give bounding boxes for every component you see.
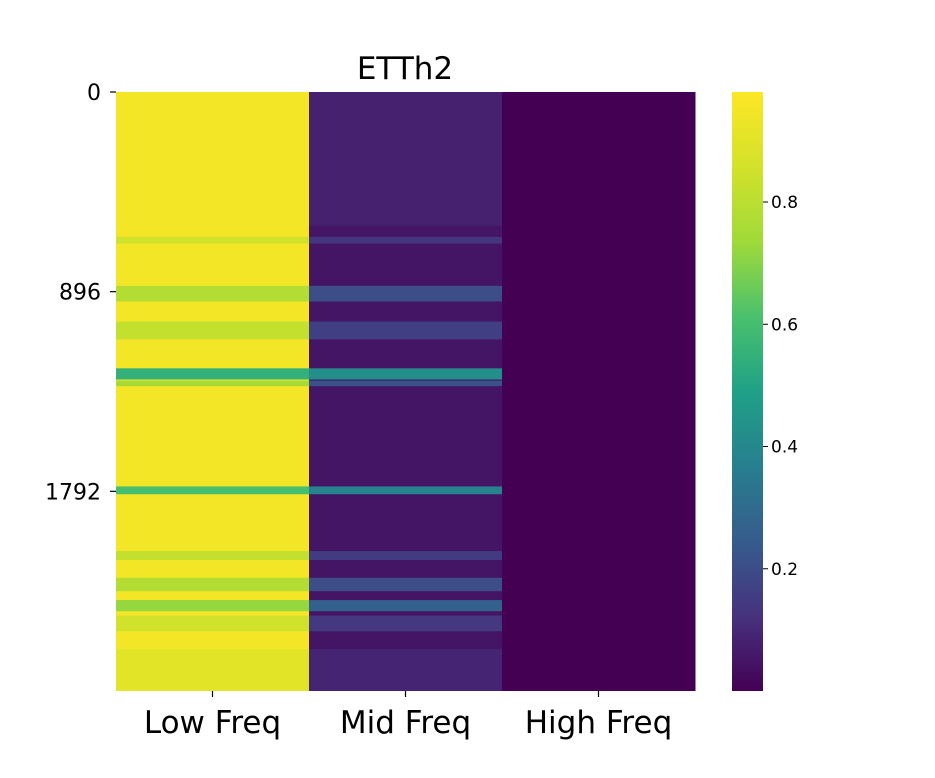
heatmap-band	[116, 649, 310, 691]
colorbar	[732, 92, 763, 691]
heatmap-cells	[116, 92, 696, 691]
heatmap-band	[309, 380, 503, 387]
heatmap-band	[309, 577, 503, 592]
heatmap-band	[116, 577, 310, 592]
colorbar-axis: 0.2 0.4 0.6 0.8	[763, 193, 798, 580]
heatmap-band	[309, 486, 503, 495]
heatmap-band	[116, 236, 310, 244]
colorbar-tick-label: 0.2	[771, 560, 798, 580]
heatmap-band	[116, 615, 310, 632]
heatmap-band	[309, 600, 503, 612]
x-tick-label: Mid Freq	[340, 705, 471, 741]
x-tick-label: Low Freq	[144, 705, 281, 741]
colorbar-tick-label: 0.8	[771, 193, 798, 213]
chart-title: ETTh2	[357, 51, 453, 87]
y-axis: 0 896 1792	[45, 81, 116, 505]
heatmap-band	[116, 285, 310, 302]
colorbar-tick-label: 0.4	[771, 438, 798, 458]
heatmap-band	[309, 368, 503, 380]
y-tick-label: 0	[87, 81, 101, 106]
heatmap-band	[309, 92, 503, 226]
heatmap-band	[116, 368, 310, 380]
heatmap-band	[309, 236, 503, 244]
heatmap-band	[116, 321, 310, 340]
heatmap-band	[309, 649, 503, 691]
y-tick-label: 896	[59, 281, 101, 306]
y-tick-label: 1792	[45, 480, 101, 505]
x-tick-label: High Freq	[525, 705, 673, 741]
heatmap-band	[309, 615, 503, 632]
x-axis: Low Freq Mid Freq High Freq	[144, 691, 672, 741]
heatmap-band	[116, 380, 310, 387]
heatmap-band	[309, 321, 503, 340]
colorbar-tick-label: 0.6	[771, 315, 798, 335]
heatmap-band	[116, 486, 310, 495]
heatmap-band	[116, 551, 310, 560]
heatmap-band	[309, 551, 503, 560]
heatmap-band	[116, 600, 310, 612]
heatmap-band	[309, 285, 503, 302]
heatmap-column-high-freq	[502, 92, 696, 691]
